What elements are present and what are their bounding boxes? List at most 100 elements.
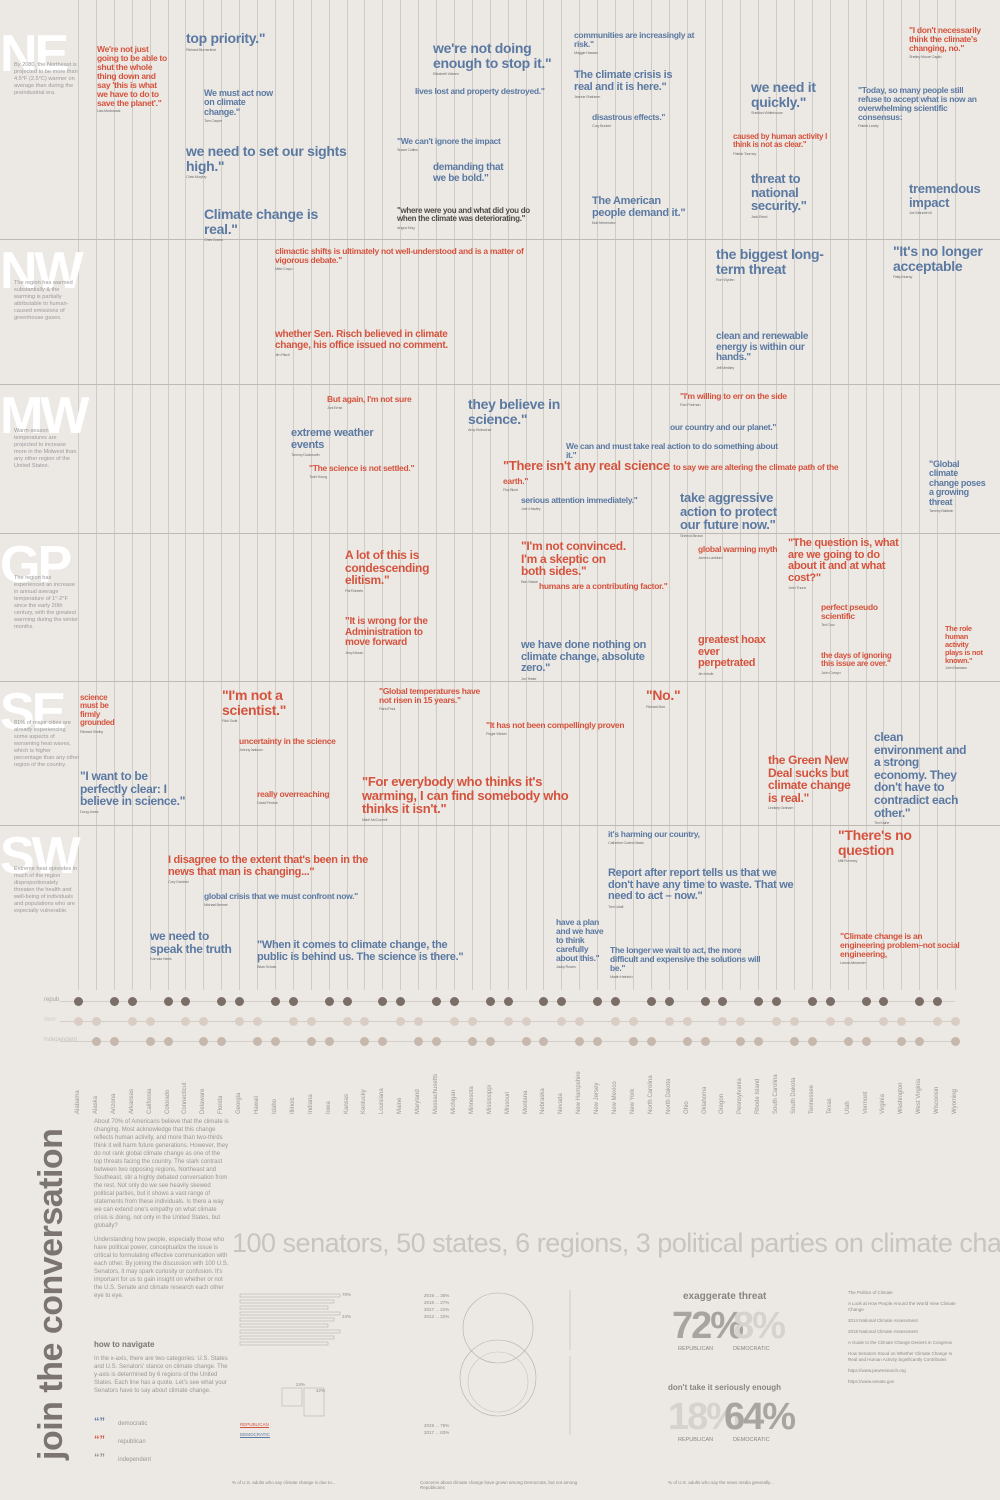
concern-circle xyxy=(462,1292,534,1364)
quote-collins: "We can't ignore the impact Susan Collins xyxy=(397,137,507,152)
grid-line xyxy=(275,0,276,990)
causes-chart xyxy=(239,1293,341,1417)
intro-text: About 70% of Americans believe that the … xyxy=(94,1118,230,1300)
exaggerate-title: exaggerate threat xyxy=(683,1291,767,1302)
quote-text: "I'm not a scientist." xyxy=(222,687,287,718)
quote-text: greatest hoax ever perpetrated xyxy=(698,634,766,670)
quote-text: uncertainty in the science xyxy=(239,736,336,746)
grid-line xyxy=(347,0,348,990)
quote-capito: "I don't necessarily think the climate's… xyxy=(909,26,989,59)
state-label: Oklahoma xyxy=(702,1086,708,1114)
quote-text: our country and our planet." xyxy=(670,422,777,432)
quote-text: threat to national security." xyxy=(751,171,807,214)
chart1-legend-dem: DEMOCRATIC xyxy=(240,1432,270,1438)
quote-young: "The science is not settled." Todd Young xyxy=(309,464,429,479)
grid-line xyxy=(490,0,491,990)
senator-dot xyxy=(307,1037,316,1046)
state-label: Vermont xyxy=(863,1091,869,1114)
senator-dot xyxy=(539,997,548,1006)
dot-row-label: dem xyxy=(44,1017,56,1023)
quote-barrasso: The role human activity plays is not kno… xyxy=(945,625,987,671)
causes-bar xyxy=(239,1323,329,1328)
quote-text: "I'm not convinced. I'm a skeptic on bot… xyxy=(521,539,626,579)
quote-text-rest: to say we are altering the climate path … xyxy=(503,462,839,486)
quote-text: serious attention immediately." xyxy=(521,495,638,505)
quote-source: Bob Menendez xyxy=(592,220,616,226)
region-code-se: SE xyxy=(0,683,66,741)
grid-line xyxy=(168,0,169,990)
grid-line xyxy=(633,0,634,990)
quote-tester: we have done nothing on climate change, … xyxy=(521,639,651,681)
grid-line xyxy=(776,0,777,990)
quote-text: we need it quickly." xyxy=(751,79,816,110)
grid-line xyxy=(740,0,741,990)
quote-source: Catherine Cortez Masto xyxy=(608,839,644,845)
state-label: Wisconsin xyxy=(934,1086,940,1114)
grid-line xyxy=(597,0,598,990)
quote-romney: "There's no question Mitt Romney xyxy=(838,828,958,864)
quote-text: clean and renewable energy is within our… xyxy=(716,331,809,363)
quote-text: Report after report tells us that we don… xyxy=(608,867,794,903)
pct-label-dem: DEMOCRATIC xyxy=(733,1346,770,1352)
senator-dot xyxy=(826,1017,835,1026)
quote-mark-icon: “” xyxy=(94,1434,105,1446)
quote-source: Brian Schatz xyxy=(257,964,277,970)
senator-dot xyxy=(486,997,495,1006)
senator-dot xyxy=(325,1037,334,1046)
grid-line xyxy=(454,0,455,990)
causes-bar xyxy=(239,1335,335,1340)
quote-text: "There isn't any real science xyxy=(503,458,670,473)
quote-source: Michael Bennet xyxy=(204,901,228,907)
serious-rep-pct: 18% xyxy=(668,1396,740,1438)
grid-line xyxy=(830,0,831,990)
quote-moran: "It is wrong for the Administration to m… xyxy=(345,616,435,655)
quote-text: "No." xyxy=(646,687,681,703)
quote-source: Roy Blunt xyxy=(503,487,518,493)
region-blurb-mw: Warm-season temperatures are projected t… xyxy=(14,428,77,469)
state-label: Wyoming xyxy=(952,1089,958,1114)
senator-dot xyxy=(951,1017,960,1026)
senator-dot xyxy=(557,997,566,1006)
senator-dot xyxy=(164,997,173,1006)
grid-line xyxy=(919,0,920,990)
quote-source: Mitt Romney xyxy=(838,858,858,864)
grid-line xyxy=(96,0,97,990)
senator-dot xyxy=(897,1037,906,1046)
grid-line xyxy=(937,0,938,990)
chart1-caption: % of U.S. adults who say climate change … xyxy=(232,1480,336,1485)
quote-text: "For everybody who thinks it's warming, … xyxy=(362,774,569,817)
state-label: Kansas xyxy=(344,1093,350,1114)
causes-bar xyxy=(239,1317,335,1322)
join-title: join the conversation xyxy=(32,1128,70,1460)
quote-text: communities are increasingly at risk." xyxy=(574,30,695,49)
quote-source: Tammy Baldwin xyxy=(929,508,954,514)
state-label: Tennessee xyxy=(809,1084,815,1114)
grid-line xyxy=(866,0,867,990)
state-label: Indiana xyxy=(308,1094,314,1114)
quote-source: Roger Wicker xyxy=(486,730,507,736)
quote-source: Amy Klobuchar xyxy=(468,427,492,433)
quote-source: Mitch McConnell xyxy=(362,816,388,822)
quote-text: the Green New Deal sucks but climate cha… xyxy=(768,753,851,805)
quote-murphy: we need to set our sights high." Chris Mu… xyxy=(186,144,356,180)
quote-ed-markey: demanding that we be bold." xyxy=(433,162,513,184)
state-label: Nebraska xyxy=(540,1088,546,1114)
legend-democratic: “” democratic xyxy=(94,1416,147,1428)
quote-source: Rob Portman xyxy=(680,401,701,407)
state-label: Rhode Island xyxy=(755,1078,761,1114)
state-label: Michigan xyxy=(451,1089,457,1114)
legend-label: democratic xyxy=(118,1421,148,1427)
quote-text: "It is wrong for the Administration to m… xyxy=(345,616,428,648)
reference-item: 2014 National Climate Assessment xyxy=(848,1318,918,1323)
senator-dot xyxy=(432,1037,441,1046)
causes-sub-box xyxy=(281,1387,303,1407)
senator-dot xyxy=(146,1017,155,1026)
quote-lankford: global warming myth James Lankford xyxy=(698,545,778,560)
intro-paragraph: About 70% of Americans believe that the … xyxy=(94,1119,229,1229)
senator-dot xyxy=(665,1017,674,1026)
senator-dot xyxy=(504,1017,513,1026)
quote-text: we need to set our sights high." xyxy=(186,143,347,174)
state-label: West Virginia xyxy=(916,1078,922,1114)
pct-label-rep: REPUBLICAN xyxy=(678,1437,714,1443)
senator-dot xyxy=(683,1037,692,1046)
